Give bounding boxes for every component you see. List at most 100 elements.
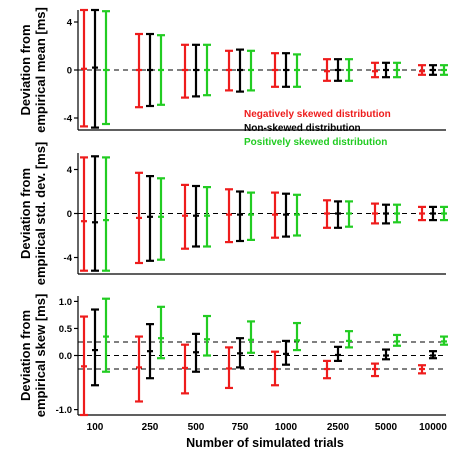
error-bar bbox=[371, 362, 379, 378]
legend-entry: Negatively skewed distribution bbox=[244, 109, 391, 120]
error-bar bbox=[382, 203, 390, 225]
y-tick-label: 0 bbox=[67, 66, 72, 77]
error-bar bbox=[323, 199, 331, 229]
error-bar bbox=[440, 335, 448, 346]
error-bar bbox=[393, 61, 401, 79]
panel-1: -4 0 4 Deviation fromempirical mean [ms] bbox=[18, 7, 448, 133]
x-tick-label: 750 bbox=[232, 422, 249, 433]
error-bar bbox=[236, 337, 244, 369]
error-bar bbox=[293, 193, 301, 237]
y-tick-label: -1.0 bbox=[56, 405, 72, 416]
error-bar bbox=[418, 364, 426, 375]
error-bar bbox=[157, 34, 165, 106]
error-bar bbox=[345, 58, 353, 82]
error-bar bbox=[334, 200, 342, 229]
error-bar bbox=[157, 305, 165, 360]
error-bar bbox=[418, 64, 426, 76]
error-bar bbox=[418, 205, 426, 222]
error-bar bbox=[247, 320, 255, 354]
y-tick-label: 0.5 bbox=[59, 324, 73, 335]
error-bar bbox=[146, 175, 154, 262]
error-bar bbox=[181, 43, 189, 99]
error-bar bbox=[80, 8, 88, 128]
y-axis-label: Deviation fromempirical std. dev. [ms] bbox=[18, 142, 48, 286]
y-tick-label: 4 bbox=[67, 18, 73, 29]
legend-entry: Positively skewed distribution bbox=[244, 137, 387, 148]
x-tick-label: 2500 bbox=[327, 422, 350, 433]
error-bar bbox=[146, 32, 154, 108]
x-tick-label: 5000 bbox=[375, 422, 398, 433]
error-bar bbox=[282, 339, 290, 366]
error-bar bbox=[293, 53, 301, 88]
error-bar bbox=[102, 156, 110, 272]
error-bar bbox=[334, 58, 342, 82]
error-bar bbox=[181, 183, 189, 250]
error-bar bbox=[371, 202, 379, 225]
error-bar bbox=[382, 348, 390, 361]
error-bar bbox=[393, 203, 401, 224]
x-tick-label: 250 bbox=[142, 422, 159, 433]
error-bar bbox=[80, 156, 88, 272]
error-bar bbox=[157, 177, 165, 261]
legend: Negatively skewed distribution Non-skewed… bbox=[244, 109, 391, 148]
error-bar bbox=[135, 32, 143, 109]
error-bar bbox=[146, 323, 154, 380]
x-axis: 100 250 500 750 1000 2500 5000 10000 bbox=[87, 422, 448, 433]
error-bar bbox=[334, 345, 342, 363]
y-axis-label: Deviation fromempirical mean [ms] bbox=[18, 7, 48, 133]
y-tick-label: 0 bbox=[67, 209, 72, 220]
error-bar bbox=[323, 359, 331, 380]
error-bar bbox=[440, 205, 448, 222]
error-bar bbox=[192, 184, 200, 248]
error-bar bbox=[225, 188, 233, 244]
error-bar bbox=[102, 10, 110, 126]
error-bar bbox=[247, 191, 255, 241]
error-bar bbox=[236, 190, 244, 243]
error-bar bbox=[181, 343, 189, 395]
error-bar bbox=[371, 61, 379, 79]
error-bar bbox=[203, 43, 211, 97]
error-bar bbox=[203, 186, 211, 248]
error-bar bbox=[382, 61, 390, 79]
error-bar bbox=[225, 346, 233, 390]
panels: -4 0 4 Deviation fromempirical mean [ms] -4 0… bbox=[18, 7, 448, 417]
error-bar bbox=[192, 332, 200, 373]
error-bar bbox=[293, 321, 301, 352]
y-tick-label: 1.0 bbox=[59, 297, 72, 308]
error-bar bbox=[345, 330, 353, 349]
error-bar bbox=[393, 333, 401, 347]
error-bar bbox=[236, 48, 244, 93]
panel-2: -4 0 4 Deviation fromempirical std. dev. [m… bbox=[18, 142, 448, 286]
x-tick-label: 100 bbox=[87, 422, 104, 433]
x-tick-label: 500 bbox=[188, 422, 205, 433]
error-bar bbox=[80, 315, 88, 417]
x-axis-label: Number of simulated trials bbox=[186, 436, 344, 450]
error-bar bbox=[203, 314, 211, 357]
error-bar bbox=[135, 171, 143, 265]
error-bar bbox=[323, 58, 331, 82]
x-tick-label: 10000 bbox=[419, 422, 447, 433]
error-bar bbox=[91, 155, 99, 272]
error-bar bbox=[135, 335, 143, 403]
error-bar bbox=[225, 49, 233, 92]
error-bar bbox=[282, 52, 290, 88]
x-tick-label: 1000 bbox=[275, 422, 298, 433]
legend-entry: Non-skewed distribution bbox=[244, 123, 361, 134]
y-tick-label: -4 bbox=[64, 114, 73, 125]
y-tick-label: -4 bbox=[64, 253, 73, 264]
error-bar bbox=[429, 64, 437, 76]
error-bar bbox=[282, 192, 290, 238]
error-bar bbox=[271, 191, 279, 239]
error-bar bbox=[271, 52, 279, 88]
y-tick-label: 0.0 bbox=[59, 351, 72, 362]
y-axis-label: Deviation fromempirical skew [ms] bbox=[18, 294, 48, 418]
error-bar bbox=[247, 49, 255, 92]
error-bar bbox=[192, 43, 200, 98]
y-tick-label: 4 bbox=[67, 165, 73, 176]
error-bar bbox=[440, 64, 448, 76]
panel-3: -1.0 0.0 0.5 1.0 Deviation fromempirical ske… bbox=[18, 294, 448, 418]
error-bar bbox=[429, 205, 437, 222]
error-bar bbox=[271, 350, 279, 387]
error-bar bbox=[91, 8, 99, 129]
